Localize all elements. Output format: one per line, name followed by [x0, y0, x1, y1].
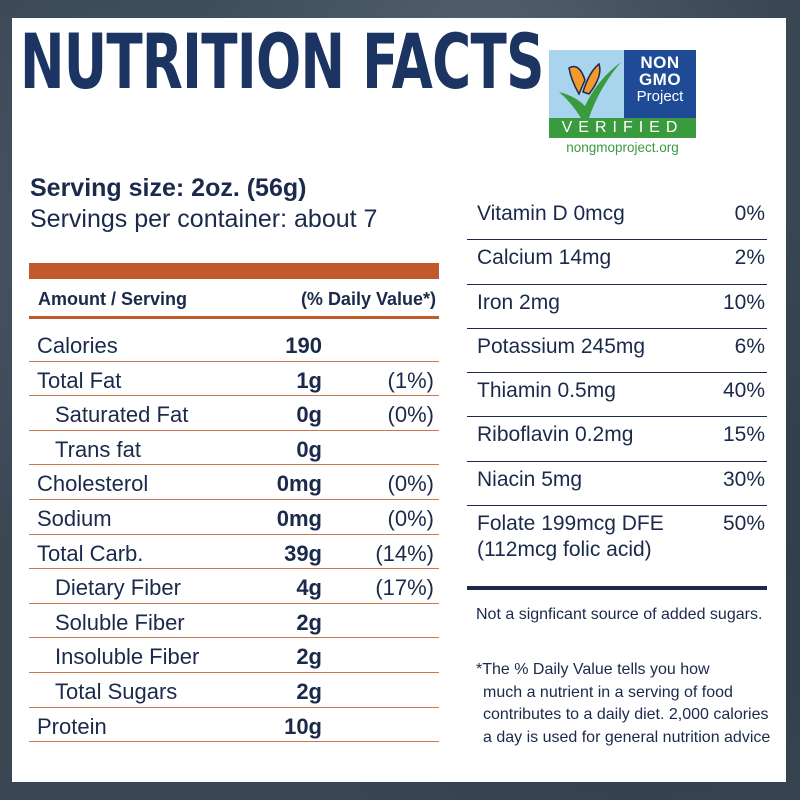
footnote-first-line: *The % Daily Value tells you how [476, 661, 710, 678]
header-amount-per-serving: Amount / Serving [38, 289, 188, 309]
nutrient-name: Total Carb. [37, 540, 144, 566]
nutrient-amount: 4g [296, 575, 322, 601]
nutrient-name: Calories [37, 333, 118, 358]
nutrient-name: Protein [37, 713, 107, 739]
nutrient-amount: 2g [296, 678, 322, 704]
servings-per-container: Servings per container: about 7 [30, 205, 378, 233]
vitamin-pct: 2% [734, 246, 765, 270]
nutrient-amount: 190 [285, 333, 322, 358]
added-sugars-note: Not a signficant source of added sugars. [476, 606, 763, 623]
nutrient-name: Dietary Fiber [55, 575, 181, 601]
table-row-total-carb: Total Carb. 39g (14%) [29, 535, 439, 570]
vitamin-pct: 10% [722, 290, 765, 314]
table-row-saturated-fat: Saturated Fat 0g (0%) [29, 396, 439, 431]
vitamin-pct: 40% [722, 379, 765, 403]
vitamin-name: Calcium 14mg [477, 246, 612, 270]
serving-size: Serving size: 2oz. (56g) [30, 174, 307, 202]
vitamin-name: Riboflavin 0.2mg [477, 423, 634, 447]
logo-verified: VERIFIED [549, 118, 696, 138]
nutrient-amount: 2g [296, 609, 322, 635]
nutrient-name: Soluble Fiber [55, 609, 185, 635]
vitamin-pct: 30% [722, 467, 765, 491]
butterfly-check-icon [559, 62, 621, 118]
vitamin-row-folate: Folate 199mcg DFE (112mcg folic acid) 50… [467, 506, 767, 591]
nutrient-name: Trans fat [55, 436, 141, 462]
table-row-soluble-fiber: Soluble Fiber 2g [29, 604, 439, 639]
nutrient-amount: 10g [284, 713, 322, 739]
nutrient-dv: (14%) [375, 540, 434, 566]
vitamin-row-riboflavin: Riboflavin 0.2mg 15% [467, 417, 767, 462]
nutrient-amount: 0mg [276, 471, 322, 497]
nutrient-name: Total Fat [37, 367, 122, 393]
header-daily-value: (% Daily Value*) [300, 289, 436, 309]
nutrient-amount: 1g [296, 367, 322, 393]
vitamin-pct: 6% [734, 334, 765, 358]
vitamin-row-calcium: Calcium 14mg 2% [467, 240, 767, 285]
vitamin-pct: 15% [722, 423, 765, 447]
nutrient-dv: (0%) [387, 402, 434, 428]
vitamin-name: Niacin 5mg [477, 467, 583, 491]
vitamin-row-vitamin-d: Vitamin D 0mcg 0% [467, 196, 767, 241]
nutrient-dv: (1%) [387, 367, 434, 393]
table-row-insoluble-fiber: Insoluble Fiber 2g [29, 638, 439, 673]
vitamin-name: Iron 2mg [477, 290, 560, 314]
non-gmo-logo: NON GMO Project VERIFIED nongmoproject.o… [549, 50, 696, 155]
vitamins-minerals-list: Vitamin D 0mcg 0% Calcium 14mg 2% Iron 2… [467, 196, 767, 591]
nutrition-table-header: Amount / Serving (% Daily Value*) [29, 283, 439, 319]
folate-line-2: (112mcg folic acid) [477, 538, 652, 562]
nutrient-name: Saturated Fat [55, 402, 189, 428]
orange-divider-bar [29, 263, 439, 279]
vitamin-pct: 50% [722, 512, 765, 536]
nutrient-dv: (17%) [375, 575, 434, 601]
daily-value-footnote: *The % Daily Value tells you how much a … [476, 659, 771, 749]
table-row-dietary-fiber: Dietary Fiber 4g (17%) [29, 569, 439, 604]
footnote-rest: much a nutrient in a serving of food con… [483, 683, 771, 746]
logo-text-block: NON GMO Project [624, 50, 696, 118]
vitamin-row-niacin: Niacin 5mg 30% [467, 462, 767, 507]
nutrient-amount: 39g [284, 540, 322, 566]
nutrient-name: Sodium [37, 505, 112, 531]
table-row-cholesterol: Cholesterol 0mg (0%) [29, 465, 439, 500]
folate-line-1: Folate 199mcg DFE [477, 512, 664, 536]
nutrient-amount: 0g [296, 402, 322, 428]
nutrition-table: Calories 190 Total Fat 1g (1%) Saturated… [29, 327, 439, 743]
nutrient-name: Total Sugars [55, 678, 178, 704]
table-row-trans-fat: Trans fat 0g [29, 431, 439, 466]
logo-url: nongmoproject.org [566, 140, 679, 155]
vitamin-name: Vitamin D 0mcg [477, 202, 625, 225]
vitamin-pct: 0% [734, 202, 765, 225]
nutrient-name: Cholesterol [37, 471, 149, 497]
nutrient-amount: 0mg [276, 505, 322, 531]
table-row-sodium: Sodium 0mg (0%) [29, 500, 439, 535]
vitamin-name: Folate 199mcg DFE (112mcg folic acid) [477, 511, 664, 563]
logo-sky-block [549, 50, 624, 118]
vitamin-name: Potassium 245mg [477, 334, 646, 358]
nutrient-dv: (0%) [387, 505, 434, 531]
table-row-protein: Protein 10g [29, 708, 439, 743]
nutrient-amount: 2g [296, 644, 322, 670]
table-row-total-fat: Total Fat 1g (1%) [29, 362, 439, 397]
table-row-total-sugars: Total Sugars 2g [29, 673, 439, 708]
nutrient-dv: (0%) [387, 471, 434, 497]
table-row-calories: Calories 190 [29, 327, 439, 362]
vitamin-name: Thiamin 0.5mg [477, 379, 616, 403]
nutrient-amount: 0g [296, 436, 322, 462]
nutrient-name: Insoluble Fiber [55, 644, 200, 670]
vitamin-row-iron: Iron 2mg 10% [467, 285, 767, 329]
vitamin-row-potassium: Potassium 245mg 6% [467, 329, 767, 374]
page-title: NUTRITION FACTS [20, 17, 544, 106]
vitamin-row-thiamin: Thiamin 0.5mg 40% [467, 373, 767, 418]
label-panel [12, 18, 786, 782]
